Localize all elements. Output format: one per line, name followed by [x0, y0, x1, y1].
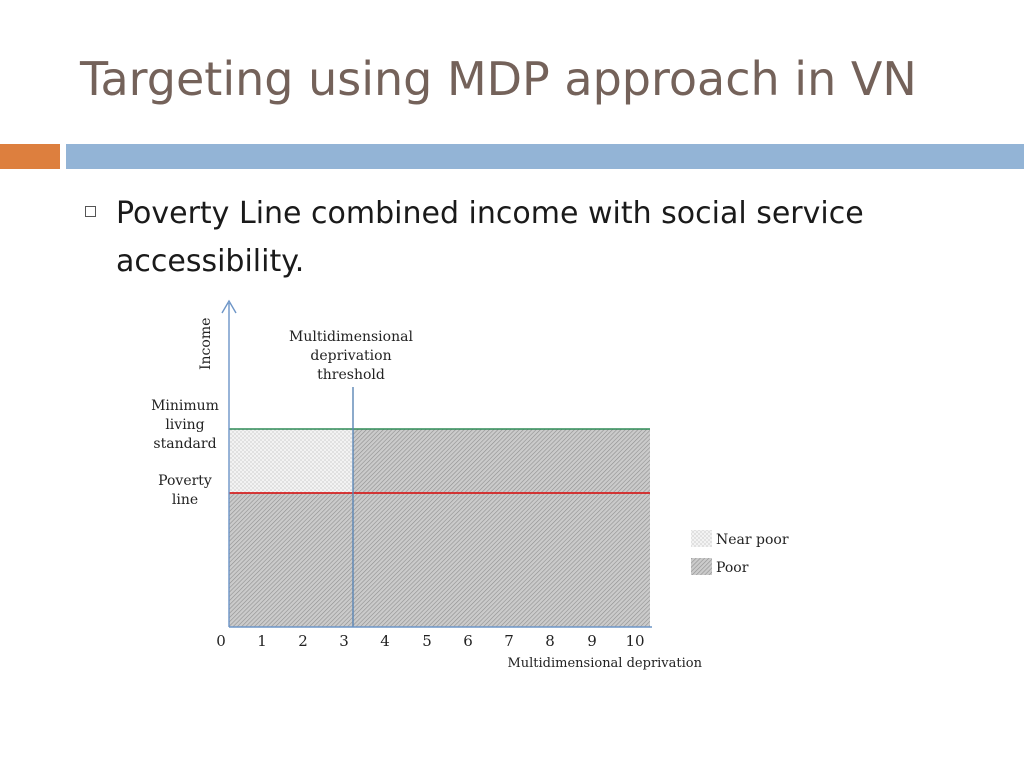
- minimum-label-line3: standard: [153, 436, 216, 452]
- slide-title: Targeting using MDP approach in VN: [80, 52, 917, 106]
- x-tick-labels: 0 1 2 3 4 5 6 7 8 9 10: [216, 632, 644, 650]
- x-tick-label: 8: [545, 632, 555, 650]
- legend-label-near-poor: Near poor: [716, 532, 789, 548]
- bullet-square-icon: [85, 206, 96, 217]
- x-tick-label: 0: [216, 632, 226, 650]
- x-tick-label: 6: [463, 632, 473, 650]
- minimum-label-line1: Minimum: [151, 398, 219, 414]
- poor-region-below-poverty-line: [229, 493, 650, 627]
- legend-swatch-near-poor: [691, 530, 712, 547]
- bullet-text: Poverty Line combined income with social…: [116, 196, 864, 279]
- legend-label-poor: Poor: [716, 560, 749, 576]
- y-axis-label: Income: [198, 318, 214, 370]
- x-tick-label: 3: [339, 632, 349, 650]
- x-tick-label: 10: [625, 632, 644, 650]
- poor-region-upper-right: [353, 429, 650, 493]
- near-poor-region: [229, 429, 353, 493]
- minimum-label-line2: living: [165, 417, 204, 433]
- accent-bar-orange: [0, 144, 60, 169]
- y-axis-arrowhead: [221, 299, 237, 314]
- poverty-label-line1: Poverty: [158, 473, 212, 489]
- legend: Near poor Poor: [691, 530, 789, 576]
- mdp-poverty-diagram: Income Multidimensional deprivation thre…: [151, 299, 789, 671]
- x-tick-label: 9: [587, 632, 597, 650]
- x-axis-label: Multidimensional deprivation: [507, 656, 702, 671]
- threshold-label-line3: threshold: [317, 367, 385, 383]
- accent-bar-blue: [66, 144, 1024, 169]
- threshold-label-line1: Multidimensional: [289, 329, 413, 345]
- x-tick-label: 5: [422, 632, 432, 650]
- x-tick-label: 7: [504, 632, 514, 650]
- threshold-label-line2: deprivation: [310, 348, 391, 364]
- x-tick-label: 2: [298, 632, 308, 650]
- x-tick-label: 4: [380, 632, 390, 650]
- legend-swatch-poor: [691, 558, 712, 575]
- poverty-label-line2: line: [172, 492, 198, 508]
- x-tick-label: 1: [257, 632, 267, 650]
